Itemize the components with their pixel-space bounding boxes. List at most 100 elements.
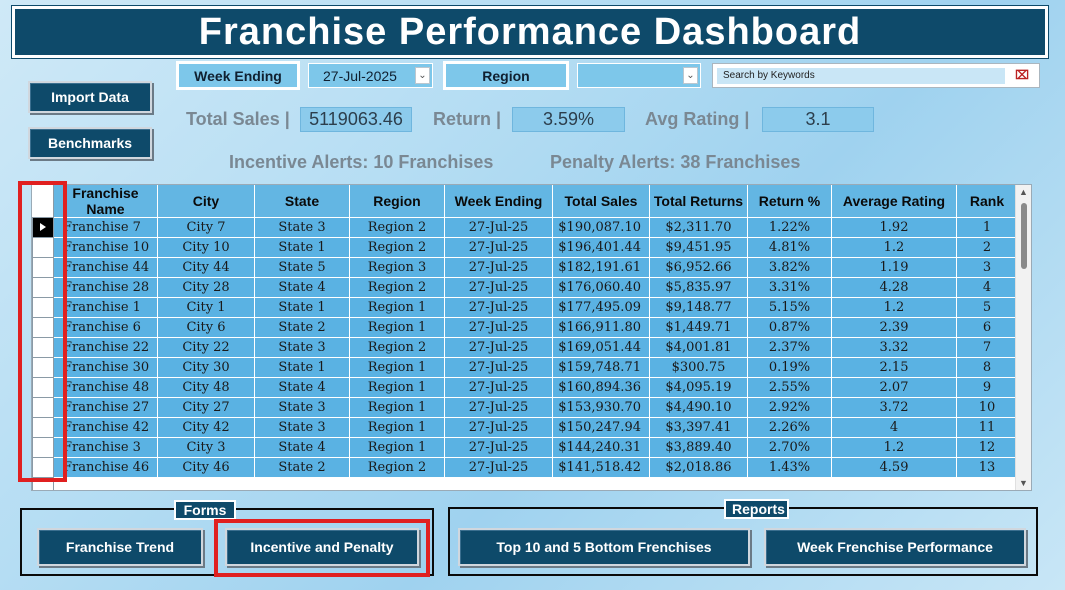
table-cell[interactable]: 9 [956, 377, 1018, 398]
table-cell[interactable]: 1.43% [747, 457, 832, 478]
table-cell[interactable]: 3 [956, 257, 1018, 278]
table-cell[interactable]: 4.59 [831, 457, 957, 478]
table-cell[interactable]: 2.39 [831, 317, 957, 338]
table-cell[interactable]: 4.28 [831, 277, 957, 298]
table-cell[interactable]: 27-Jul-25 [444, 277, 553, 298]
table-cell[interactable]: City 7 [157, 217, 255, 238]
table-cell[interactable]: City 27 [157, 397, 255, 418]
table-cell[interactable]: $3,889.40 [649, 437, 748, 458]
table-cell[interactable]: 2.55% [747, 377, 832, 398]
table-cell[interactable]: Region 2 [349, 277, 445, 298]
table-cell[interactable]: State 4 [254, 437, 350, 458]
table-cell[interactable]: State 2 [254, 457, 350, 478]
table-cell[interactable]: 6 [956, 317, 1018, 338]
table-cell[interactable]: 2.07 [831, 377, 957, 398]
table-cell[interactable]: $300.75 [649, 357, 748, 378]
table-cell[interactable]: $9,451.95 [649, 237, 748, 258]
column-header[interactable]: Average Rating [831, 185, 957, 218]
table-cell[interactable]: Franchise 6 [53, 317, 158, 338]
table-cell[interactable]: Region 1 [349, 357, 445, 378]
table-cell[interactable]: Region 2 [349, 217, 445, 238]
table-row[interactable]: Franchise 6 City 6 State 2 Region 1 27-Jul-2… [32, 317, 1018, 338]
table-row[interactable]: Franchise 48 City 48 State 4 Region 1 27-Jul… [32, 377, 1018, 398]
table-cell[interactable]: $176,060.40 [552, 277, 650, 298]
table-cell[interactable]: $3,397.41 [649, 417, 748, 438]
table-cell[interactable]: 27-Jul-25 [444, 357, 553, 378]
scroll-thumb[interactable] [1021, 203, 1027, 269]
table-cell[interactable]: Region 2 [349, 457, 445, 478]
table-cell[interactable]: Region 1 [349, 437, 445, 458]
table-cell[interactable]: State 1 [254, 297, 350, 318]
table-cell[interactable]: Region 1 [349, 377, 445, 398]
table-cell[interactable]: $166,911.80 [552, 317, 650, 338]
table-cell[interactable]: $141,518.42 [552, 457, 650, 478]
table-row[interactable]: Franchise 22 City 22 State 3 Region 2 27-Jul… [32, 337, 1018, 358]
column-header[interactable]: Total Returns [649, 185, 748, 218]
table-cell[interactable]: City 46 [157, 457, 255, 478]
table-cell[interactable]: $2,311.70 [649, 217, 748, 238]
vertical-scrollbar[interactable]: ▲ ▼ [1015, 185, 1031, 490]
table-cell[interactable]: Franchise 48 [53, 377, 158, 398]
table-cell[interactable]: 1.2 [831, 237, 957, 258]
table-cell[interactable]: Region 1 [349, 297, 445, 318]
table-cell[interactable]: Franchise 46 [53, 457, 158, 478]
table-row[interactable]: Franchise 27 City 27 State 3 Region 1 27-Jul… [32, 397, 1018, 418]
table-cell[interactable]: 3.82% [747, 257, 832, 278]
row-selector[interactable] [32, 217, 54, 238]
table-cell[interactable]: $9,148.77 [649, 297, 748, 318]
table-cell[interactable]: $2,018.86 [649, 457, 748, 478]
week-performance-report-button[interactable]: Week Frenchise Performance [764, 528, 1026, 566]
import-data-button[interactable]: Import Data [28, 81, 152, 113]
table-cell[interactable]: State 4 [254, 377, 350, 398]
scroll-up-icon[interactable]: ▲ [1019, 187, 1028, 197]
table-cell[interactable]: 2.26% [747, 417, 832, 438]
table-cell[interactable]: City 6 [157, 317, 255, 338]
table-cell[interactable]: $169,051.44 [552, 337, 650, 358]
table-cell[interactable]: 27-Jul-25 [444, 377, 553, 398]
table-cell[interactable]: Franchise 1 [53, 297, 158, 318]
table-cell[interactable]: 27-Jul-25 [444, 437, 553, 458]
search-box[interactable]: Search by Keywords ⌧ [712, 63, 1040, 88]
column-header[interactable]: Week Ending [444, 185, 553, 218]
table-cell[interactable]: City 48 [157, 377, 255, 398]
table-cell[interactable]: State 3 [254, 417, 350, 438]
table-cell[interactable]: $5,835.97 [649, 277, 748, 298]
table-cell[interactable]: Region 1 [349, 397, 445, 418]
table-cell[interactable]: Franchise 22 [53, 337, 158, 358]
table-cell[interactable]: 7 [956, 337, 1018, 358]
table-row[interactable]: Franchise 44 City 44 State 5 Region 3 27-Jul… [32, 257, 1018, 278]
table-cell[interactable]: 3.72 [831, 397, 957, 418]
table-row[interactable]: Franchise 10 City 10 State 1 Region 2 27-Jul… [32, 237, 1018, 258]
table-cell[interactable]: City 10 [157, 237, 255, 258]
table-cell[interactable]: 13 [956, 457, 1018, 478]
table-row[interactable]: Franchise 7 City 7 State 3 Region 2 27-Jul-2… [32, 217, 1018, 238]
franchise-trend-button[interactable]: Franchise Trend [37, 528, 203, 566]
table-cell[interactable]: $182,191.61 [552, 257, 650, 278]
table-cell[interactable]: 27-Jul-25 [444, 257, 553, 278]
table-cell[interactable]: 27-Jul-25 [444, 217, 553, 238]
table-cell[interactable]: 27-Jul-25 [444, 317, 553, 338]
table-cell[interactable]: State 1 [254, 357, 350, 378]
table-cell[interactable]: 3.32 [831, 337, 957, 358]
column-header[interactable]: City [157, 185, 255, 218]
table-cell[interactable]: 27-Jul-25 [444, 337, 553, 358]
table-cell[interactable]: 1.19 [831, 257, 957, 278]
table-cell[interactable]: Franchise 28 [53, 277, 158, 298]
table-cell[interactable]: $159,748.71 [552, 357, 650, 378]
table-cell[interactable]: City 42 [157, 417, 255, 438]
table-cell[interactable]: Franchise 10 [53, 237, 158, 258]
table-cell[interactable]: 1 [956, 217, 1018, 238]
table-cell[interactable]: $190,087.10 [552, 217, 650, 238]
table-cell[interactable]: $4,095.19 [649, 377, 748, 398]
top-bottom-report-button[interactable]: Top 10 and 5 Bottom Frenchises [458, 528, 750, 566]
table-cell[interactable]: City 30 [157, 357, 255, 378]
table-cell[interactable]: Franchise 42 [53, 417, 158, 438]
row-selector[interactable] [32, 297, 54, 318]
table-cell[interactable]: 4.81% [747, 237, 832, 258]
table-cell[interactable]: $150,247.94 [552, 417, 650, 438]
table-cell[interactable]: Region 3 [349, 257, 445, 278]
table-cell[interactable]: $144,240.31 [552, 437, 650, 458]
table-cell[interactable]: 5.15% [747, 297, 832, 318]
table-cell[interactable]: 12 [956, 437, 1018, 458]
table-row[interactable]: Franchise 28 City 28 State 4 Region 2 27-Jul… [32, 277, 1018, 298]
